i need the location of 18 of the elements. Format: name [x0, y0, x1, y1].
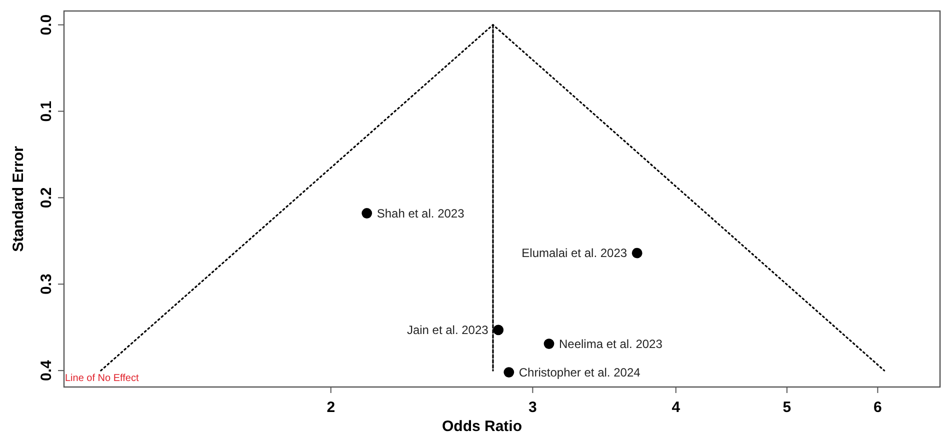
annotation: Christopher et al. 2024: [518, 365, 641, 380]
x-tick-label: 2: [326, 399, 336, 416]
x-tick-label: 6: [874, 399, 882, 416]
y-tick-label: 0.1: [38, 100, 55, 122]
y-tick-label: 0.2: [38, 187, 55, 208]
y-tick-label: 0.3: [38, 274, 55, 295]
annotation: Jain et al. 2023: [406, 322, 489, 337]
annotation: Elumalai et al. 2023: [522, 246, 628, 260]
x-tick-label: 5: [782, 399, 792, 416]
y-tick-label: 0.4: [38, 359, 55, 382]
x-tick-label: 3: [528, 399, 537, 416]
x-tick-label: 4: [672, 399, 681, 416]
y-axis-title: Standard Error: [10, 146, 27, 252]
annotation: Line of No Effect: [65, 373, 139, 384]
x-axis-title: Odds Ratio: [442, 418, 522, 435]
annotation: Shah et al. 2023: [376, 206, 465, 220]
y-tick-label: 0.0: [38, 14, 55, 36]
annotation: Neelima et al. 2023: [559, 336, 663, 351]
